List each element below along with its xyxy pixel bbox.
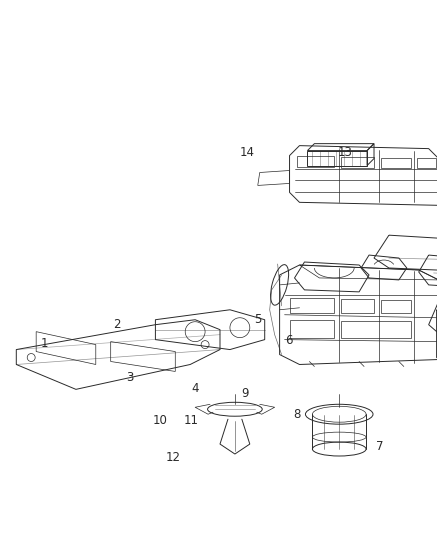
Text: 4: 4 (191, 382, 199, 395)
Text: 3: 3 (126, 372, 134, 384)
Text: 5: 5 (254, 313, 262, 326)
Text: 10: 10 (153, 414, 168, 427)
Text: 6: 6 (285, 334, 293, 347)
Text: 11: 11 (183, 414, 198, 427)
Text: 1: 1 (41, 337, 49, 350)
Text: 2: 2 (113, 318, 120, 332)
Text: 12: 12 (166, 451, 181, 464)
Text: 9: 9 (241, 387, 249, 400)
Text: 8: 8 (293, 408, 301, 422)
Text: 7: 7 (376, 440, 384, 453)
Text: 14: 14 (240, 146, 255, 159)
Text: 13: 13 (338, 146, 353, 159)
